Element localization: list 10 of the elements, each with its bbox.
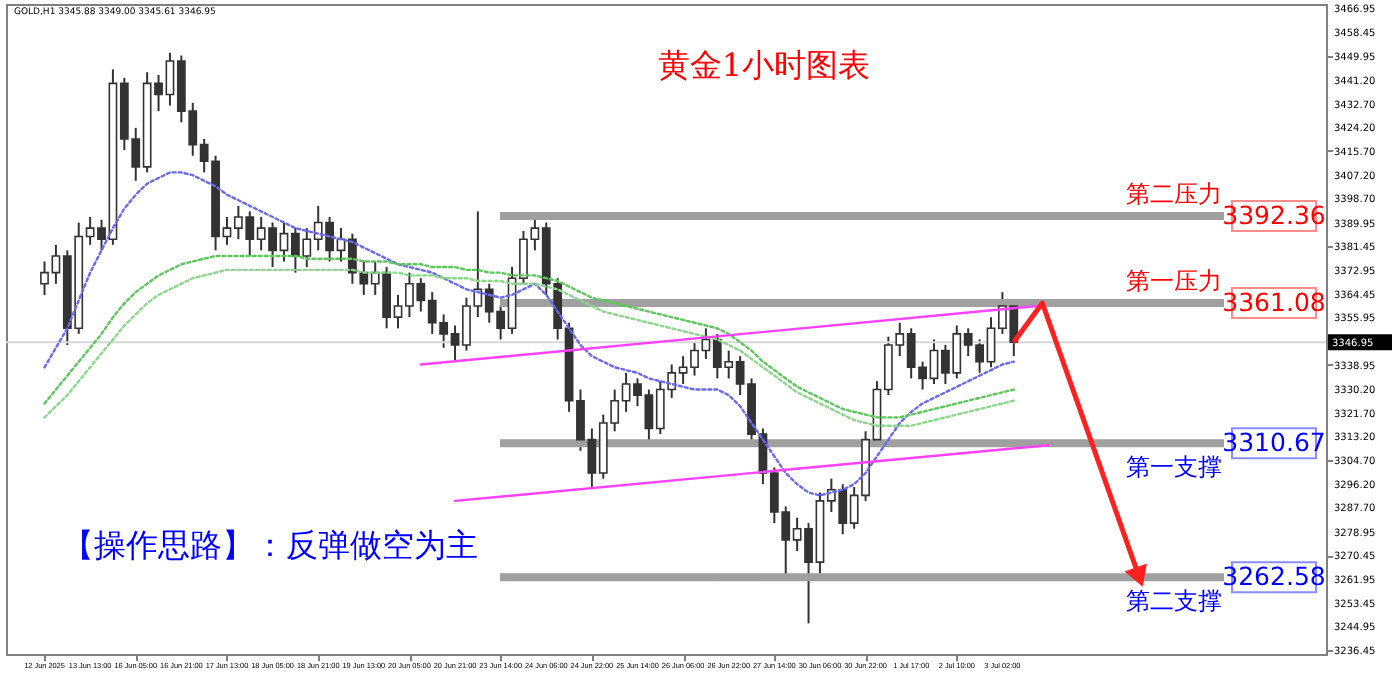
ref-line-label: 第二支撑 (1126, 587, 1222, 616)
annotation: 3392.36 (1222, 199, 1326, 230)
annotation: 【操作思路】：反弹做空为主 (62, 526, 478, 564)
ref-line-label: 第一支撑 (1126, 453, 1222, 482)
annotation: 3361.08 (1222, 287, 1326, 318)
ref-line-label: 第一压力 (1126, 267, 1222, 296)
annotation: 3262.58 (1222, 561, 1326, 592)
annotation: 3310.67 (1222, 427, 1326, 458)
text: 黄金1小时图表 (657, 46, 871, 84)
ref-line-label: 第二压力 (1126, 179, 1222, 208)
